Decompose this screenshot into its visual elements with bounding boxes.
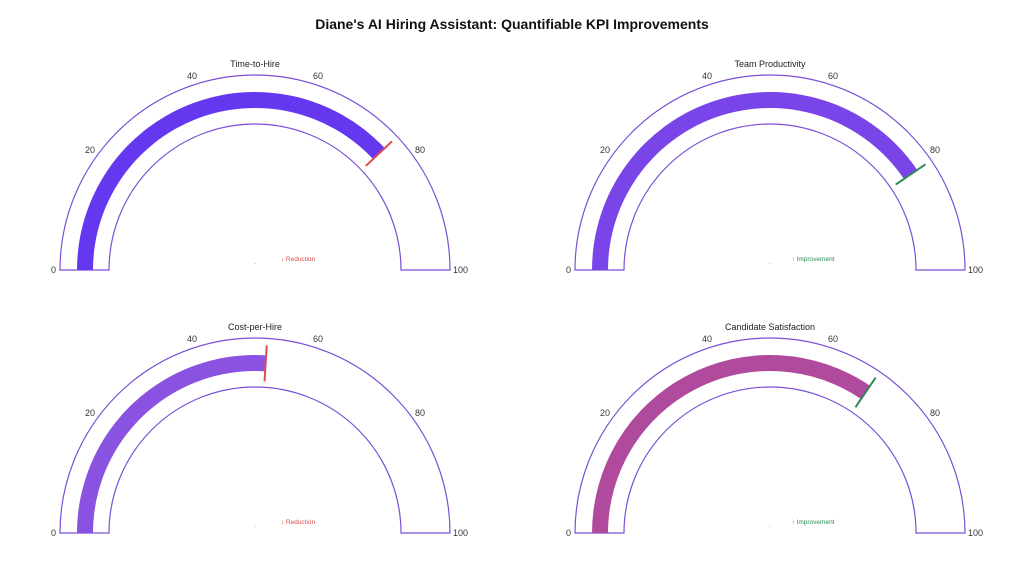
tick-label: 60	[313, 334, 323, 344]
tick-label: 40	[702, 334, 712, 344]
gauge-2: 0 20 40 60 80 100 Team Productivity ↑ Improveme…	[566, 59, 983, 275]
tick-label: 100	[453, 265, 468, 275]
annotation-text: ↓ Reduction	[281, 519, 316, 526]
tick-label: 20	[85, 408, 95, 418]
tick-label: 0	[566, 528, 571, 538]
center-value: ·	[769, 524, 771, 530]
tick-label: 100	[453, 528, 468, 538]
threshold-marker	[895, 163, 927, 186]
tick-label: 80	[415, 145, 425, 155]
tick-label: 80	[415, 408, 425, 418]
threshold-marker	[263, 345, 268, 382]
gauge-title: Team Productivity	[734, 59, 806, 69]
gauge-title: Time-to-Hire	[230, 59, 280, 69]
tick-label: 0	[51, 265, 56, 275]
annotation-text: ↑ Improvement	[792, 519, 835, 526]
tick-label: 40	[187, 334, 197, 344]
gauge-1: 0 20 40 60 80 100 Time-to-Hire ↓ Reduction ·	[51, 59, 468, 275]
tick-label: 100	[968, 265, 983, 275]
tick-label: 40	[702, 71, 712, 81]
tick-label: 100	[968, 528, 983, 538]
threshold-marker	[365, 140, 393, 167]
annotation-text: ↓ Reduction	[281, 256, 316, 263]
center-value: ·	[769, 261, 771, 267]
tick-label: 80	[930, 408, 940, 418]
tick-label: 60	[828, 71, 838, 81]
tick-label: 60	[828, 334, 838, 344]
annotation-text: ↑ Improvement	[792, 256, 835, 263]
gauge-title: Cost-per-Hire	[228, 322, 282, 332]
center-value: ·	[254, 524, 256, 530]
chart-title: Diane's AI Hiring Assistant: Quantifiabl…	[315, 16, 709, 32]
value-bar	[77, 355, 267, 533]
value-bar	[592, 355, 871, 533]
gauge-title: Candidate Satisfaction	[725, 322, 815, 332]
tick-label: 0	[566, 265, 571, 275]
tick-label: 20	[600, 408, 610, 418]
value-bar	[592, 92, 918, 270]
gauge-3: 0 20 40 60 80 100 Cost-per-Hire ↓ Reduction ·	[51, 322, 468, 538]
tick-label: 20	[600, 145, 610, 155]
tick-label: 0	[51, 528, 56, 538]
center-value: ·	[254, 261, 256, 267]
tick-label: 80	[930, 145, 940, 155]
tick-label: 60	[313, 71, 323, 81]
value-bar	[77, 92, 385, 270]
threshold-marker	[854, 376, 877, 408]
tick-label: 40	[187, 71, 197, 81]
gauge-4: 0 20 40 60 80 100 Candidate Satisfaction ↑ Impr…	[566, 322, 983, 538]
tick-label: 20	[85, 145, 95, 155]
